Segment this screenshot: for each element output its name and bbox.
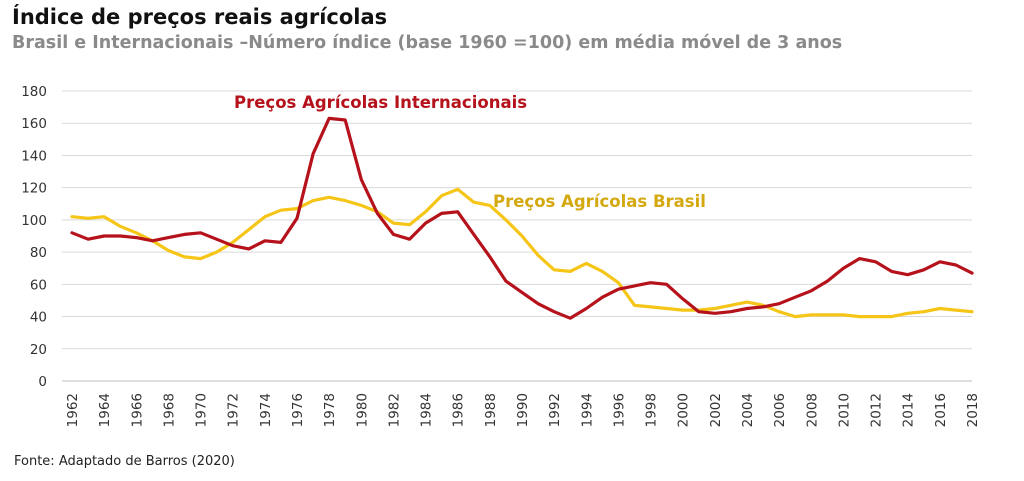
y-tick-label: 160 <box>21 116 47 132</box>
x-tick-label: 1994 <box>579 393 595 427</box>
series-lines <box>70 116 974 320</box>
x-tick-label: 1972 <box>226 393 242 427</box>
gridlines <box>62 90 972 382</box>
x-tick-label: 1984 <box>419 393 435 427</box>
x-tick-label: 2008 <box>804 393 820 427</box>
x-tick-label: 1974 <box>258 393 274 427</box>
y-axis-ticks: 0 20 40 60 80 100 120 140 160 180 <box>21 84 47 390</box>
x-tick-label: 1978 <box>322 393 338 427</box>
x-tick-label: 1962 <box>65 393 81 427</box>
series-line-internacionais <box>70 116 974 320</box>
x-tick-label: 2000 <box>676 393 692 427</box>
x-tick-label: 1980 <box>354 393 370 427</box>
x-tick-label: 1976 <box>290 393 306 427</box>
chart-title: Índice de preços reais agrícolas <box>12 5 388 29</box>
x-tick-label: 1970 <box>194 393 210 427</box>
x-tick-label: 1968 <box>161 393 177 427</box>
x-axis-ticks: 1962 1964 1966 1968 1970 1972 1974 1976 1978 1980… <box>65 393 981 427</box>
y-tick-label: 180 <box>21 84 47 100</box>
source-note: Fonte: Adaptado de Barros (2020) <box>14 454 235 469</box>
x-tick-label: 2004 <box>740 393 756 427</box>
x-tick-label: 2016 <box>933 393 949 427</box>
y-tick-label: 60 <box>30 277 47 293</box>
x-tick-label: 1996 <box>611 393 627 427</box>
x-tick-label: 2014 <box>901 393 917 427</box>
y-tick-label: 40 <box>30 310 47 326</box>
x-tick-label: 1998 <box>644 393 660 427</box>
x-tick-label: 2010 <box>836 393 852 427</box>
x-tick-label: 1982 <box>386 393 402 427</box>
y-tick-label: 0 <box>38 374 47 390</box>
x-tick-label: 1988 <box>483 393 499 427</box>
x-tick-label: 1990 <box>515 393 531 427</box>
x-tick-label: 1964 <box>97 393 113 427</box>
x-tick-label: 2002 <box>708 393 724 427</box>
series-label-brasil: Preços Agrícolas Brasil <box>493 192 706 211</box>
y-tick-label: 80 <box>30 245 47 261</box>
x-tick-label: 2006 <box>772 393 788 427</box>
chart-subtitle: Brasil e Internacionais –Número índice (… <box>12 33 843 53</box>
y-tick-label: 100 <box>21 213 47 229</box>
y-tick-label: 140 <box>21 148 47 164</box>
x-tick-label: 2018 <box>965 393 981 427</box>
x-tick-label: 1992 <box>547 393 563 427</box>
x-tick-label: 2012 <box>869 393 885 427</box>
x-tick-label: 1986 <box>451 393 467 427</box>
y-tick-label: 120 <box>21 181 47 197</box>
series-label-internacionais: Preços Agrícolas Internacionais <box>234 93 527 112</box>
y-tick-label: 20 <box>30 342 47 358</box>
x-tick-label: 1966 <box>129 393 145 427</box>
series-line-brasil <box>70 187 974 319</box>
